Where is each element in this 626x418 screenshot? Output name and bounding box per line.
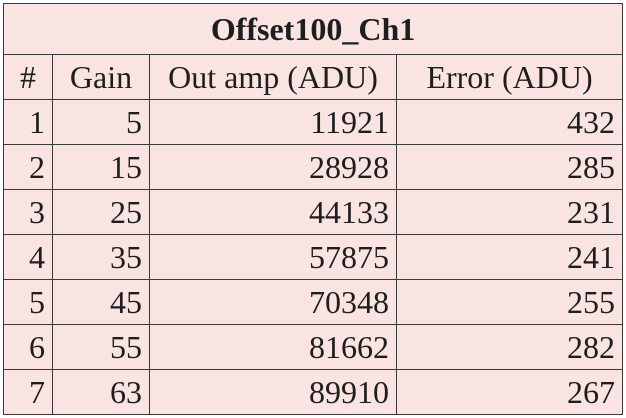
table-row: 2 15 28928 285: [3, 144, 624, 190]
cell-index: 4: [3, 234, 53, 280]
cell-gain: 35: [52, 234, 150, 280]
cell-out-amp: 57875: [149, 234, 397, 280]
column-header-error: Error (ADU): [395, 54, 624, 100]
cell-index: 7: [3, 369, 53, 415]
table-row: 5 45 70348 255: [3, 279, 624, 325]
table-title: Offset100_Ch1: [2, 3, 624, 55]
table-row: 1 5 11921 432: [3, 99, 624, 145]
cell-error: 255: [395, 279, 624, 325]
cell-out-amp: 70348: [149, 279, 397, 325]
cell-error: 267: [395, 369, 624, 415]
data-table: Offset100_Ch1 # Gain Out amp (ADU) Error…: [2, 3, 624, 415]
table-header-row: # Gain Out amp (ADU) Error (ADU): [3, 54, 624, 100]
cell-index: 1: [3, 99, 53, 145]
cell-index: 3: [3, 189, 53, 235]
cell-index: 5: [3, 279, 53, 325]
column-header-index: #: [3, 54, 53, 100]
table-row: 3 25 44133 231: [3, 189, 624, 235]
cell-error: 231: [395, 189, 624, 235]
cell-index: 2: [3, 144, 53, 190]
cell-gain: 25: [52, 189, 150, 235]
cell-error: 285: [395, 144, 624, 190]
table-row: 7 63 89910 267: [3, 369, 624, 415]
cell-gain: 55: [52, 324, 150, 370]
table-row: 6 55 81662 282: [3, 324, 624, 370]
cell-error: 241: [395, 234, 624, 280]
cell-gain: 5: [52, 99, 150, 145]
cell-error: 432: [395, 99, 624, 145]
cell-out-amp: 11921: [149, 99, 397, 145]
cell-gain: 15: [52, 144, 150, 190]
table-row: 4 35 57875 241: [3, 234, 624, 280]
cell-out-amp: 89910: [149, 369, 397, 415]
cell-out-amp: 81662: [149, 324, 397, 370]
column-header-gain: Gain: [52, 54, 150, 100]
data-table-container: Offset100_Ch1 # Gain Out amp (ADU) Error…: [2, 3, 624, 415]
cell-gain: 45: [52, 279, 150, 325]
cell-error: 282: [395, 324, 624, 370]
cell-out-amp: 44133: [149, 189, 397, 235]
cell-gain: 63: [52, 369, 150, 415]
cell-index: 6: [3, 324, 53, 370]
cell-out-amp: 28928: [149, 144, 397, 190]
column-header-out-amp: Out amp (ADU): [149, 54, 397, 100]
table-title-row: Offset100_Ch1: [2, 3, 624, 55]
